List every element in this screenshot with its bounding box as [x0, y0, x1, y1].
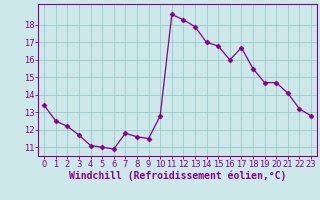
X-axis label: Windchill (Refroidissement éolien,°C): Windchill (Refroidissement éolien,°C)	[69, 171, 286, 181]
